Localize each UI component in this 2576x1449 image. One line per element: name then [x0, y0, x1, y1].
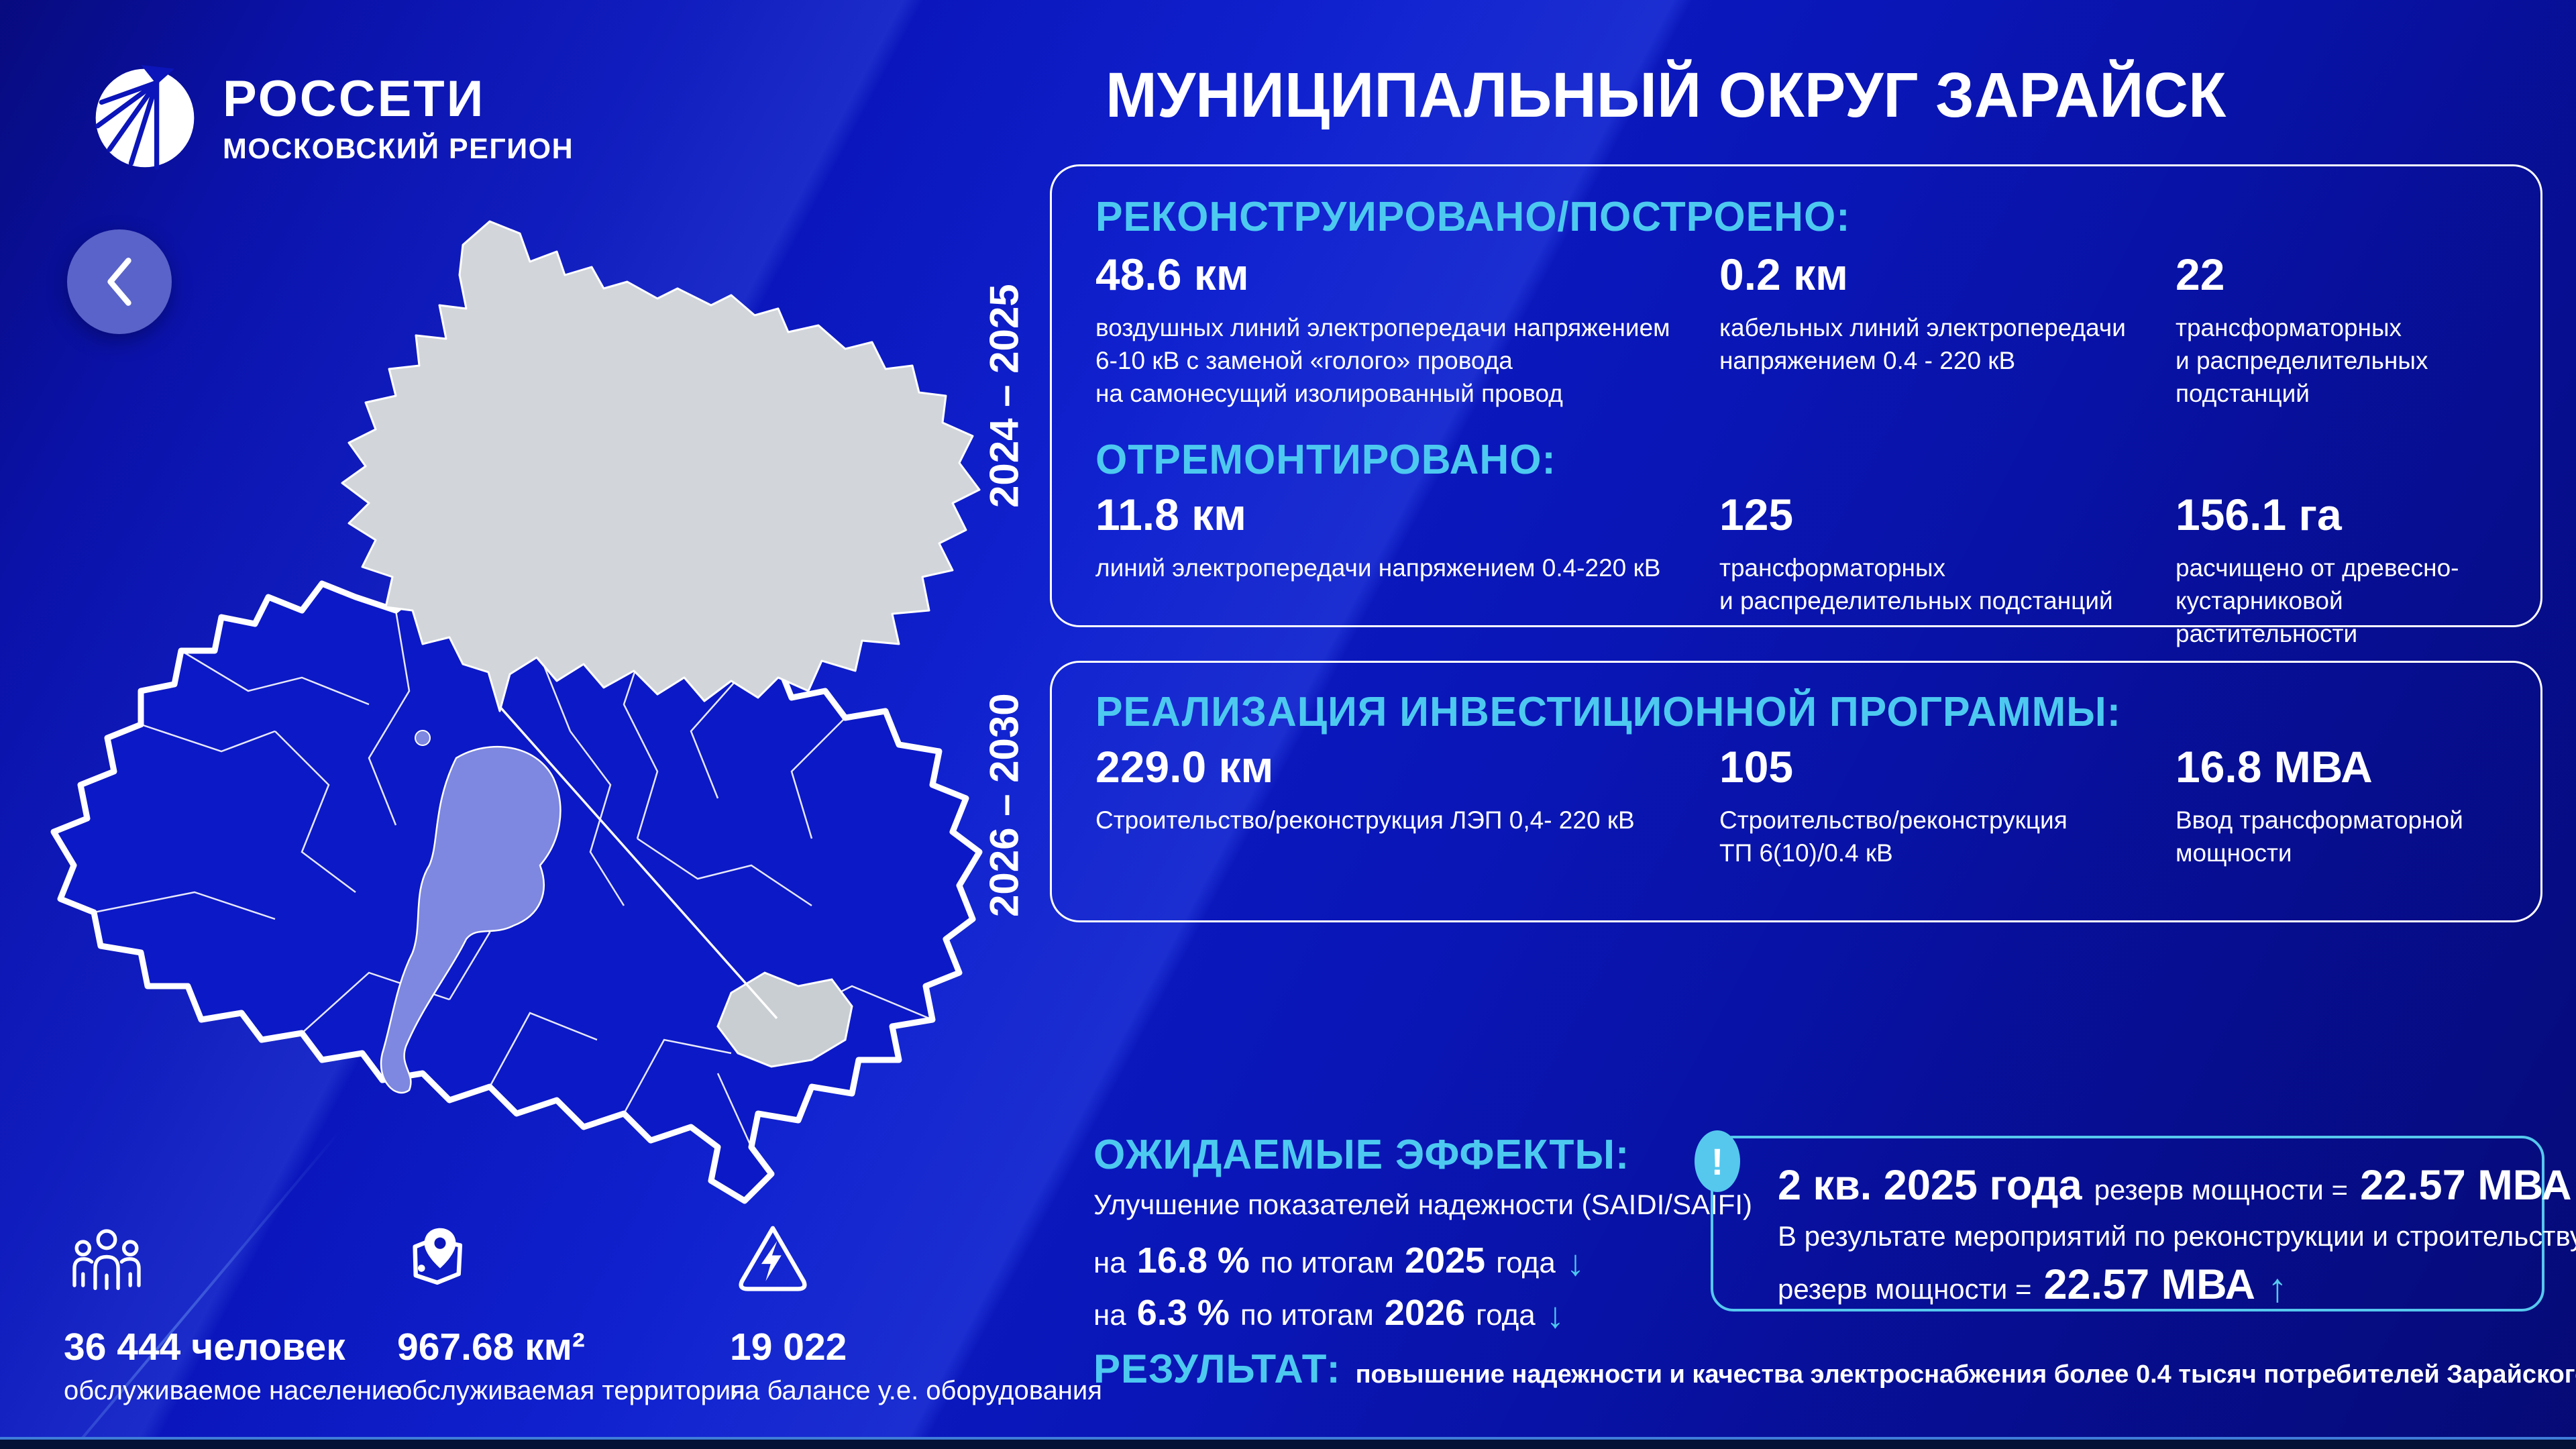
stat-desc: трансформаторных и распределительных под…	[2176, 314, 2428, 408]
zaraysk-enlarged-shape	[341, 220, 981, 712]
stat-desc: расчищено от древесно- кустарниковой рас…	[2176, 554, 2459, 648]
panel-1-years: 2024 – 2025	[981, 284, 1027, 508]
panel-2026-2030: РЕАЛИЗАЦИЯ ИНВЕСТИЦИОННОЙ ПРОГРАММЫ: 229…	[1050, 661, 2542, 922]
highlighted-district	[380, 745, 561, 1094]
stat-substations-built: 22 трансформаторных и распределительных …	[2176, 252, 2524, 411]
reserve-line-current: 2 кв. 2025 года резерв мощности = 22.57 …	[1778, 1161, 2572, 1210]
highlighted-enclave	[415, 730, 431, 746]
effects-year: 2026	[1384, 1293, 1466, 1333]
reserve-period: 2 кв. 2025 года	[1778, 1162, 2082, 1209]
effects-heading: ОЖИДАЕМЫЕ ЭФФЕКТЫ:	[1093, 1132, 1630, 1178]
stat-tp-construction: 105 Строительство/реконструкция ТП 6(10)…	[1719, 745, 2310, 869]
reserve-line-future: резерв мощности = 22.57 МВА ↑	[1778, 1260, 2522, 1310]
page-title: МУНИЦИПАЛЬНЫЙ ОКРУГ ЗАРАЙСК	[1106, 60, 2226, 131]
effects-year: 2025	[1404, 1240, 1486, 1281]
moscow-region-map	[50, 220, 983, 1204]
bottom-edge-band	[0, 1437, 2576, 1449]
people-icon	[72, 1229, 141, 1291]
arrow-down-icon: ↓	[1546, 1295, 1564, 1336]
effects-percent: 6.3 %	[1136, 1293, 1230, 1333]
result-text: повышение надежности и качества электрос…	[1355, 1360, 2576, 1389]
effects-prefix: на	[1093, 1246, 1126, 1279]
footer-stat-label: обслуживаемое население	[64, 1376, 402, 1405]
exclamation-icon: !	[1695, 1130, 1740, 1192]
stat-value: 229.0 км	[1095, 742, 1274, 792]
reserve-value: 22.57 МВА	[2360, 1162, 2572, 1209]
footer-stat-value: 967.68 км²	[397, 1326, 585, 1368]
footer-stat-value: 19 022	[730, 1326, 847, 1368]
effects-line-2026: на 6.3 % по итогам 2026 года ↓	[1093, 1292, 1564, 1336]
footer-stat-equipment: 19 022 на балансе у.е. оборудования	[730, 1216, 1102, 1406]
footer-stat-label: обслуживаемая территория	[397, 1376, 745, 1405]
brand-name: РОССЕТИ	[223, 70, 486, 127]
stat-desc: Ввод трансформаторной мощности	[2176, 806, 2463, 867]
panel-2024-2025: РЕКОНСТРУИРОВАНО/ПОСТРОЕНО: 48.6 км возд…	[1050, 164, 2542, 647]
panel-2-years: 2026 – 2030	[981, 693, 1027, 917]
stat-desc: линий электропередачи напряжением 0.4-22…	[1095, 554, 1661, 582]
result-line: РЕЗУЛЬТАТ: повышение надежности и качест…	[1093, 1346, 2576, 1392]
section-heading-reconstructed: РЕКОНСТРУИРОВАНО/ПОСТРОЕНО:	[1095, 194, 1851, 240]
stat-value: 48.6 км	[1095, 250, 1249, 299]
stat-cable-lines: 0.2 км кабельных линий электропередачи н…	[1719, 252, 2310, 377]
stat-desc: трансформаторных и распределительных под…	[1719, 554, 2113, 615]
stat-value: 22	[2176, 250, 2225, 299]
power-reserve-box: ! 2 кв. 2025 года резерв мощности = 22.5…	[1695, 1130, 2576, 1311]
effects-percent: 16.8 %	[1136, 1240, 1250, 1281]
effects-middle: по итогам	[1260, 1246, 1394, 1279]
footer-stat-label: на балансе у.е. оборудования	[730, 1376, 1102, 1405]
arrow-up-icon: ↑	[2267, 1265, 2288, 1310]
arrow-down-icon: ↓	[1566, 1243, 1585, 1283]
effects-subtitle: Улучшение показателей надежности (SAIDI/…	[1093, 1189, 1753, 1220]
section-heading-investment: РЕАЛИЗАЦИЯ ИНВЕСТИЦИОННОЙ ПРОГРАММЫ:	[1095, 689, 2121, 735]
reserve-label: резерв мощности =	[2094, 1174, 2349, 1205]
result-label: РЕЗУЛЬТАТ:	[1093, 1346, 1341, 1391]
electric-hazard-icon	[739, 1226, 807, 1291]
footer-stat-value: 36 444 человек	[64, 1326, 345, 1368]
stat-value: 125	[1719, 490, 1794, 539]
reserve-note: В результате мероприятий по реконструкци…	[1778, 1220, 2576, 1252]
stat-lines-repaired: 11.8 км линий электропередачи напряжение…	[1095, 492, 1686, 584]
effects-line-2025: на 16.8 % по итогам 2025 года ↓	[1093, 1240, 1585, 1283]
zaraysk-connector-line	[496, 703, 778, 1020]
map-pin-icon	[413, 1228, 463, 1285]
effects-suffix: года	[1496, 1246, 1556, 1279]
back-button[interactable]	[67, 229, 172, 334]
reserve-label: резерв мощности =	[1778, 1273, 2032, 1305]
stat-overhead-lines: 48.6 км воздушных линий электропередачи …	[1095, 252, 1686, 411]
stat-desc: кабельных линий электропередачи напряжен…	[1719, 314, 2126, 375]
stat-cleared-vegetation: 156.1 га расчищено от древесно- кустарни…	[2176, 492, 2524, 651]
stat-value: 156.1 га	[2176, 490, 2342, 539]
effects-prefix: на	[1093, 1299, 1126, 1332]
stat-value: 16.8 МВА	[2176, 742, 2373, 792]
brand-region: МОСКОВСКИЙ РЕГИОН	[223, 133, 574, 165]
stat-lep-construction: 229.0 км Строительство/реконструкция ЛЭП…	[1095, 745, 1686, 837]
footer-stat-population: 36 444 человек обслуживаемое население	[64, 1216, 402, 1406]
stat-value: 0.2 км	[1719, 250, 1848, 299]
stat-transformer-capacity: 16.8 МВА Ввод трансформаторной мощности	[2176, 745, 2524, 869]
section-heading-repaired: ОТРЕМОНТИРОВАНО:	[1095, 437, 1556, 483]
chevron-left-icon	[107, 258, 131, 306]
effects-suffix: года	[1476, 1299, 1536, 1332]
stat-desc: воздушных линий электропередачи напряжен…	[1095, 314, 1670, 408]
reserve-value: 22.57 МВА	[2043, 1261, 2256, 1308]
rosseti-logo-icon	[95, 64, 195, 170]
power-reserve-content: 2 кв. 2025 года резерв мощности = 22.57 …	[1778, 1161, 2576, 1310]
stat-desc: Строительство/реконструкция ЛЭП 0,4- 220…	[1095, 806, 1635, 834]
stat-value: 11.8 км	[1095, 490, 1247, 539]
stat-substations-repaired: 125 трансформаторных и распределительных…	[1719, 492, 2310, 617]
effects-middle: по итогам	[1240, 1299, 1374, 1332]
stat-value: 105	[1719, 742, 1794, 792]
footer-stat-territory: 967.68 км² обслуживаемая территория	[397, 1216, 745, 1406]
zaraysk-district	[716, 971, 853, 1068]
stat-desc: Строительство/реконструкция ТП 6(10)/0.4…	[1719, 806, 2068, 867]
